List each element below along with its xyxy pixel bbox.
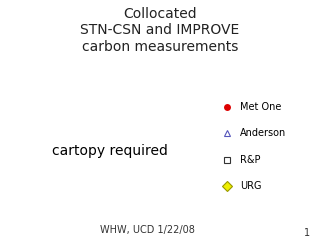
Text: Anderson: Anderson: [240, 128, 286, 138]
Text: WHW, UCD 1/22/08: WHW, UCD 1/22/08: [100, 225, 195, 235]
Text: URG: URG: [240, 181, 261, 191]
Text: cartopy required: cartopy required: [52, 144, 168, 158]
Text: R&P: R&P: [240, 155, 260, 165]
Text: Met One: Met One: [240, 102, 281, 112]
Text: 1: 1: [304, 228, 310, 238]
Text: Collocated
STN-CSN and IMPROVE
carbon measurements: Collocated STN-CSN and IMPROVE carbon me…: [80, 7, 240, 54]
